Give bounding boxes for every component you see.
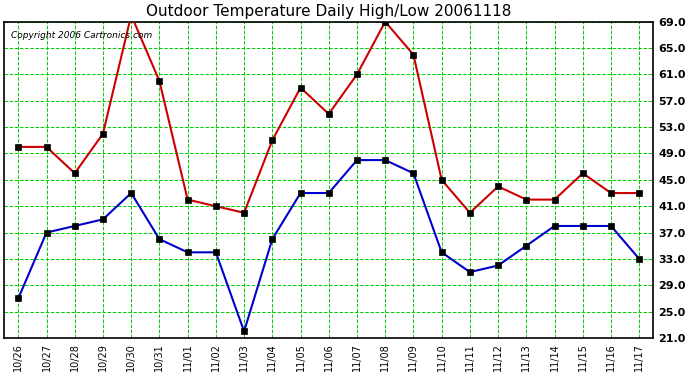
Title: Outdoor Temperature Daily High/Low 20061118: Outdoor Temperature Daily High/Low 20061… (146, 4, 511, 19)
Text: Copyright 2006 Cartronics.com: Copyright 2006 Cartronics.com (10, 31, 152, 40)
